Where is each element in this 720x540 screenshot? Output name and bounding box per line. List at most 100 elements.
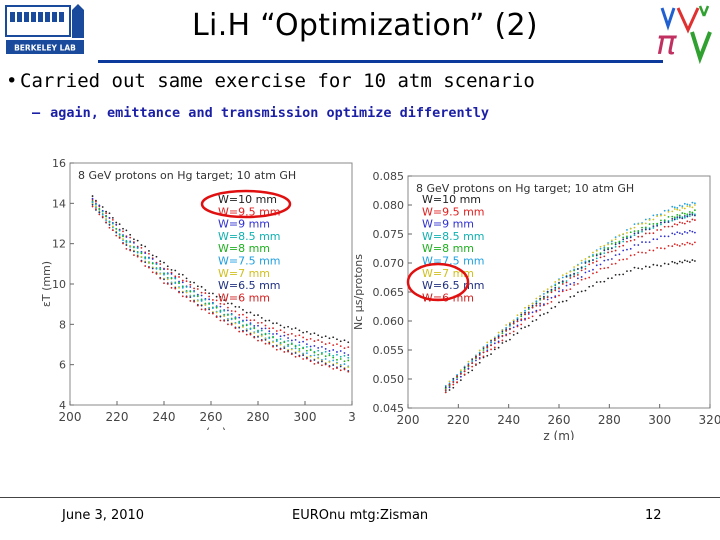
left-data-point	[204, 292, 207, 294]
left-data-point	[321, 341, 323, 343]
left-data-point	[294, 338, 297, 341]
right-data-point	[691, 206, 694, 209]
right-data-point	[467, 360, 470, 363]
right-data-point	[565, 281, 568, 284]
left-data-point	[264, 333, 267, 336]
left-data-point	[260, 339, 263, 342]
right-data-point	[686, 231, 689, 234]
right-data-point	[459, 379, 462, 382]
right-data-point	[603, 248, 606, 250]
left-data-point	[227, 302, 229, 305]
left-data-point	[336, 362, 338, 365]
sub-bullet-item: — again, emittance and transmission optim…	[32, 105, 489, 121]
right-data-point	[546, 302, 549, 305]
right-data-point	[603, 255, 606, 258]
right-data-point	[663, 209, 666, 212]
left-data-point	[347, 356, 350, 359]
right-data-point	[554, 286, 557, 289]
left-data-point	[253, 319, 256, 322]
left-data-point	[264, 342, 267, 345]
left-data-point	[339, 358, 342, 360]
left-data-point	[336, 338, 338, 341]
right-data-point	[592, 261, 594, 264]
right-data-point	[493, 342, 496, 345]
left-legend-entry: W=9 mm	[218, 218, 270, 231]
right-data-point	[676, 207, 679, 209]
right-data-point	[527, 317, 530, 319]
right-data-point	[681, 206, 684, 209]
right-data-point	[614, 238, 617, 241]
left-data-point	[249, 328, 252, 331]
right-legend-entry: W=6.5 mm	[422, 279, 485, 292]
left-data-point	[91, 197, 94, 200]
right-data-point	[561, 283, 564, 285]
left-data-point	[336, 367, 338, 369]
right-data-point	[660, 219, 662, 222]
left-legend-entry: W=6.5 mm	[218, 279, 281, 292]
right-data-point	[444, 389, 447, 391]
right-data-point	[576, 274, 579, 276]
right-data-point	[531, 302, 534, 305]
left-data-point	[185, 291, 188, 294]
right-data-point	[595, 257, 598, 260]
left-data-point	[181, 279, 184, 282]
right-data-point	[610, 258, 613, 260]
right-data-point	[681, 205, 684, 208]
left-data-point	[321, 360, 323, 363]
right-data-point	[554, 295, 557, 297]
right-data-point	[535, 302, 538, 305]
right-data-point	[516, 320, 519, 323]
right-data-point	[561, 280, 564, 283]
right-data-point	[459, 375, 462, 378]
left-data-point	[166, 278, 169, 281]
right-data-point	[546, 311, 549, 314]
left-data-point	[321, 336, 323, 339]
right-data-point	[565, 299, 568, 302]
right-data-point	[656, 225, 659, 227]
right-data-point	[629, 254, 632, 257]
left-data-point	[189, 296, 192, 299]
dash-icon: —	[32, 105, 41, 121]
left-data-point	[302, 347, 305, 350]
left-data-point	[163, 261, 165, 264]
left-data-point	[159, 277, 162, 280]
right-data-point	[463, 373, 466, 376]
right-y-tick-label: 0.085	[373, 170, 405, 183]
right-data-point	[558, 301, 560, 304]
left-data-point	[302, 340, 305, 343]
left-data-point	[223, 320, 226, 322]
left-data-point	[174, 282, 177, 285]
left-x-tick-label: 240	[153, 410, 176, 424]
left-data-point	[264, 319, 267, 322]
right-data-point	[676, 244, 679, 246]
left-data-point	[200, 300, 203, 302]
left-data-point	[219, 311, 222, 313]
right-data-point	[569, 274, 572, 277]
right-data-point	[588, 276, 591, 279]
right-data-point	[599, 245, 602, 248]
right-data-point	[629, 231, 632, 234]
right-data-point	[592, 272, 594, 275]
right-data-point	[694, 204, 696, 206]
left-data-point	[253, 336, 256, 339]
right-data-point	[618, 234, 621, 237]
left-data-point	[208, 295, 211, 298]
right-data-point	[505, 340, 508, 343]
left-data-point	[105, 217, 107, 220]
left-data-point	[219, 305, 222, 308]
right-data-point	[475, 363, 477, 366]
left-data-point	[181, 295, 184, 298]
left-data-point	[324, 355, 327, 358]
left-data-point	[174, 277, 177, 280]
right-data-point	[599, 247, 602, 250]
left-data-point	[111, 225, 114, 228]
left-data-point	[181, 273, 184, 276]
left-data-point	[321, 353, 323, 355]
right-data-point	[486, 346, 489, 349]
left-data-point	[148, 262, 150, 264]
right-data-point	[673, 223, 676, 226]
left-data-point	[279, 324, 282, 327]
right-data-point	[652, 218, 655, 221]
right-data-point	[573, 275, 575, 278]
right-data-point	[673, 233, 676, 236]
